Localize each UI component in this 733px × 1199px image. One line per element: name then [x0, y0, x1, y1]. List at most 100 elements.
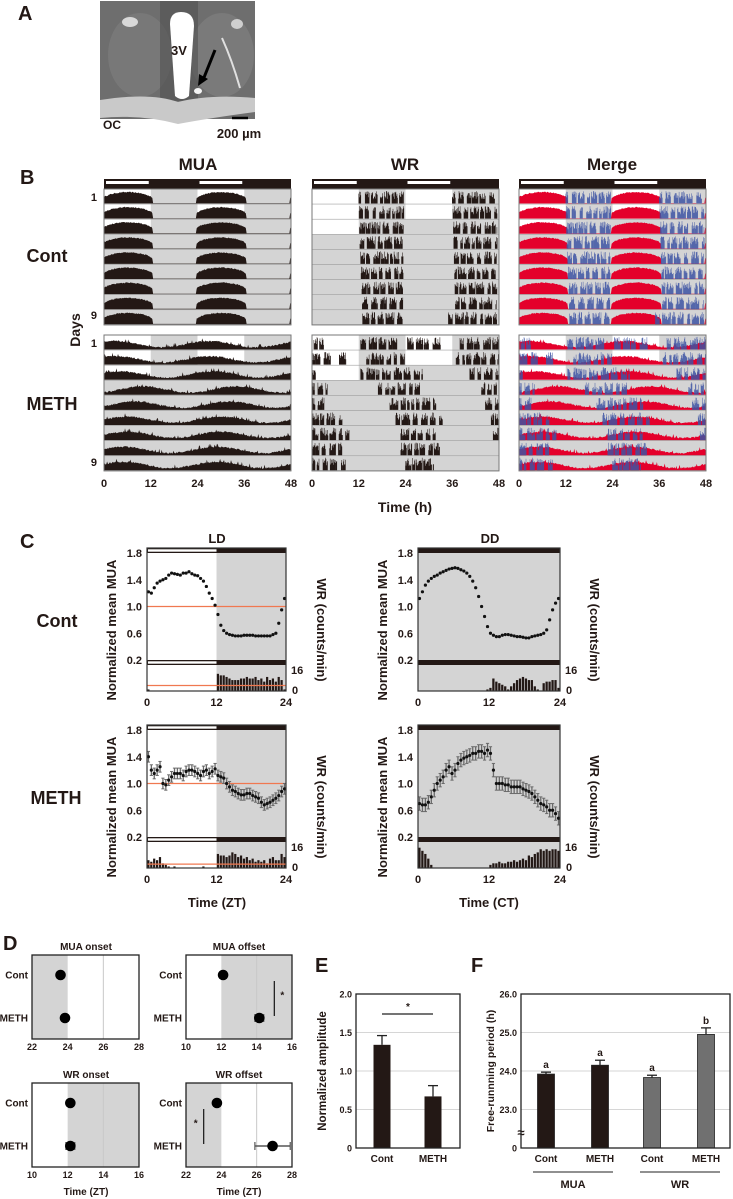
- wr-bar: [527, 855, 531, 868]
- c-group-label-meth: METH: [31, 788, 82, 808]
- wr-bar: [507, 861, 510, 868]
- mua-point: [222, 776, 226, 780]
- y2label-ld-meth: WR (counts/min): [314, 755, 329, 858]
- actogram-row-wr: [311, 203, 500, 220]
- wr-bar: [507, 689, 510, 691]
- title-wr-offset: WR offset: [216, 1070, 263, 1081]
- light-phase-segment: [614, 181, 658, 184]
- light-phase-segment: [407, 181, 451, 184]
- actogram-row-mua: [103, 455, 292, 472]
- mua-point: [149, 768, 153, 772]
- time-tick-label: 12: [353, 478, 365, 490]
- wr-bar: [161, 863, 164, 868]
- mua-point: [477, 749, 481, 754]
- actogram-row-merge: [518, 203, 707, 220]
- wr-bar: [501, 684, 504, 691]
- mua-point: [441, 775, 445, 779]
- x-tick-label: Cont: [641, 1154, 664, 1165]
- mua-trace: [104, 338, 291, 350]
- x-tick-label: 10: [181, 1042, 191, 1052]
- mua-point: [444, 768, 448, 772]
- mua-point: [435, 781, 439, 786]
- mua-point: [253, 795, 258, 799]
- y-tick-label: 0.2: [127, 832, 142, 844]
- actogram-row-wr: [311, 309, 500, 326]
- mua-trace: [519, 384, 706, 395]
- mua-point: [524, 636, 528, 640]
- x-tick-label: 0: [415, 874, 421, 886]
- panel-label-a: A: [18, 3, 32, 25]
- mua-point: [497, 634, 501, 639]
- mua-point: [485, 624, 490, 629]
- wheel-running-bars: [565, 191, 702, 204]
- mua-point: [198, 773, 203, 778]
- row-label: METH: [0, 1142, 28, 1153]
- wr-bar: [545, 849, 548, 868]
- mua-point: [512, 634, 516, 638]
- wr-bar: [430, 864, 433, 868]
- wr-bar: [222, 855, 225, 868]
- y-tick-label: 1.8: [398, 548, 413, 560]
- wr-bar: [202, 866, 205, 868]
- mua-point: [453, 768, 457, 772]
- title-ld: LD: [208, 531, 225, 546]
- mua-point: [146, 590, 151, 594]
- mua-point: [198, 576, 203, 581]
- wr-bar: [515, 680, 519, 691]
- mua-trace: [104, 352, 291, 365]
- mua-point: [441, 570, 445, 574]
- wr-bar: [153, 858, 156, 868]
- wheel-running-bars: [568, 281, 705, 295]
- wr-bar: [228, 678, 231, 691]
- mua-point: [450, 771, 454, 776]
- mua-point: [426, 800, 430, 804]
- plot-frame: [417, 547, 561, 692]
- mua-point: [518, 634, 522, 639]
- mua-point: [474, 751, 478, 756]
- light-phase-background: [312, 219, 359, 234]
- actogram-row-merge: [518, 294, 707, 311]
- panel-label-d: D: [3, 933, 17, 955]
- phase-plot: Cont METH * 22 24 26 28: [154, 1082, 297, 1180]
- wr-bar: [245, 676, 248, 691]
- significance-asterisk: *: [280, 991, 284, 1002]
- x-tick-label: 22: [27, 1042, 37, 1052]
- wheel-running-bars: [358, 206, 498, 219]
- wheel-running-bars: [360, 251, 497, 264]
- row-label: METH: [154, 1142, 182, 1153]
- mua-point: [282, 596, 287, 601]
- actogram-row-merge: [518, 380, 707, 396]
- wr-bar: [489, 864, 492, 868]
- wr-bar: [554, 849, 557, 868]
- mua-point: [222, 628, 226, 633]
- y-tick-label: 1.4: [398, 752, 414, 764]
- mua-point: [553, 601, 558, 605]
- bar: [643, 1077, 661, 1149]
- x-tick-label: 24: [280, 697, 293, 709]
- wr-bar: [216, 673, 219, 691]
- bar: [373, 1044, 391, 1148]
- mua-point: [233, 634, 237, 638]
- mua-point: [268, 634, 272, 638]
- time-tick-label: 24: [399, 478, 412, 490]
- actogram-row-mua: [103, 364, 292, 381]
- title-mua-onset: MUA onset: [60, 942, 113, 953]
- mua-point: [201, 769, 206, 774]
- mua-point: [530, 791, 534, 796]
- actogram-row-wr: [311, 380, 500, 396]
- mua-trace: [104, 222, 291, 234]
- mua-point: [236, 634, 240, 638]
- light-dark-bar: [418, 548, 560, 553]
- wr-bar: [271, 678, 275, 691]
- mua-point: [164, 576, 168, 581]
- actogram-row-mua: [103, 249, 292, 265]
- y2-tick-label: 0: [292, 862, 298, 874]
- mua-point: [274, 631, 278, 635]
- time-tick-label: 24: [606, 478, 619, 490]
- row-label: Cont: [159, 971, 182, 982]
- mua-point: [471, 579, 475, 583]
- mua-point: [456, 566, 460, 570]
- mua-point: [480, 604, 484, 609]
- wr-bar: [551, 849, 554, 868]
- actogram-row-merge: [518, 395, 707, 411]
